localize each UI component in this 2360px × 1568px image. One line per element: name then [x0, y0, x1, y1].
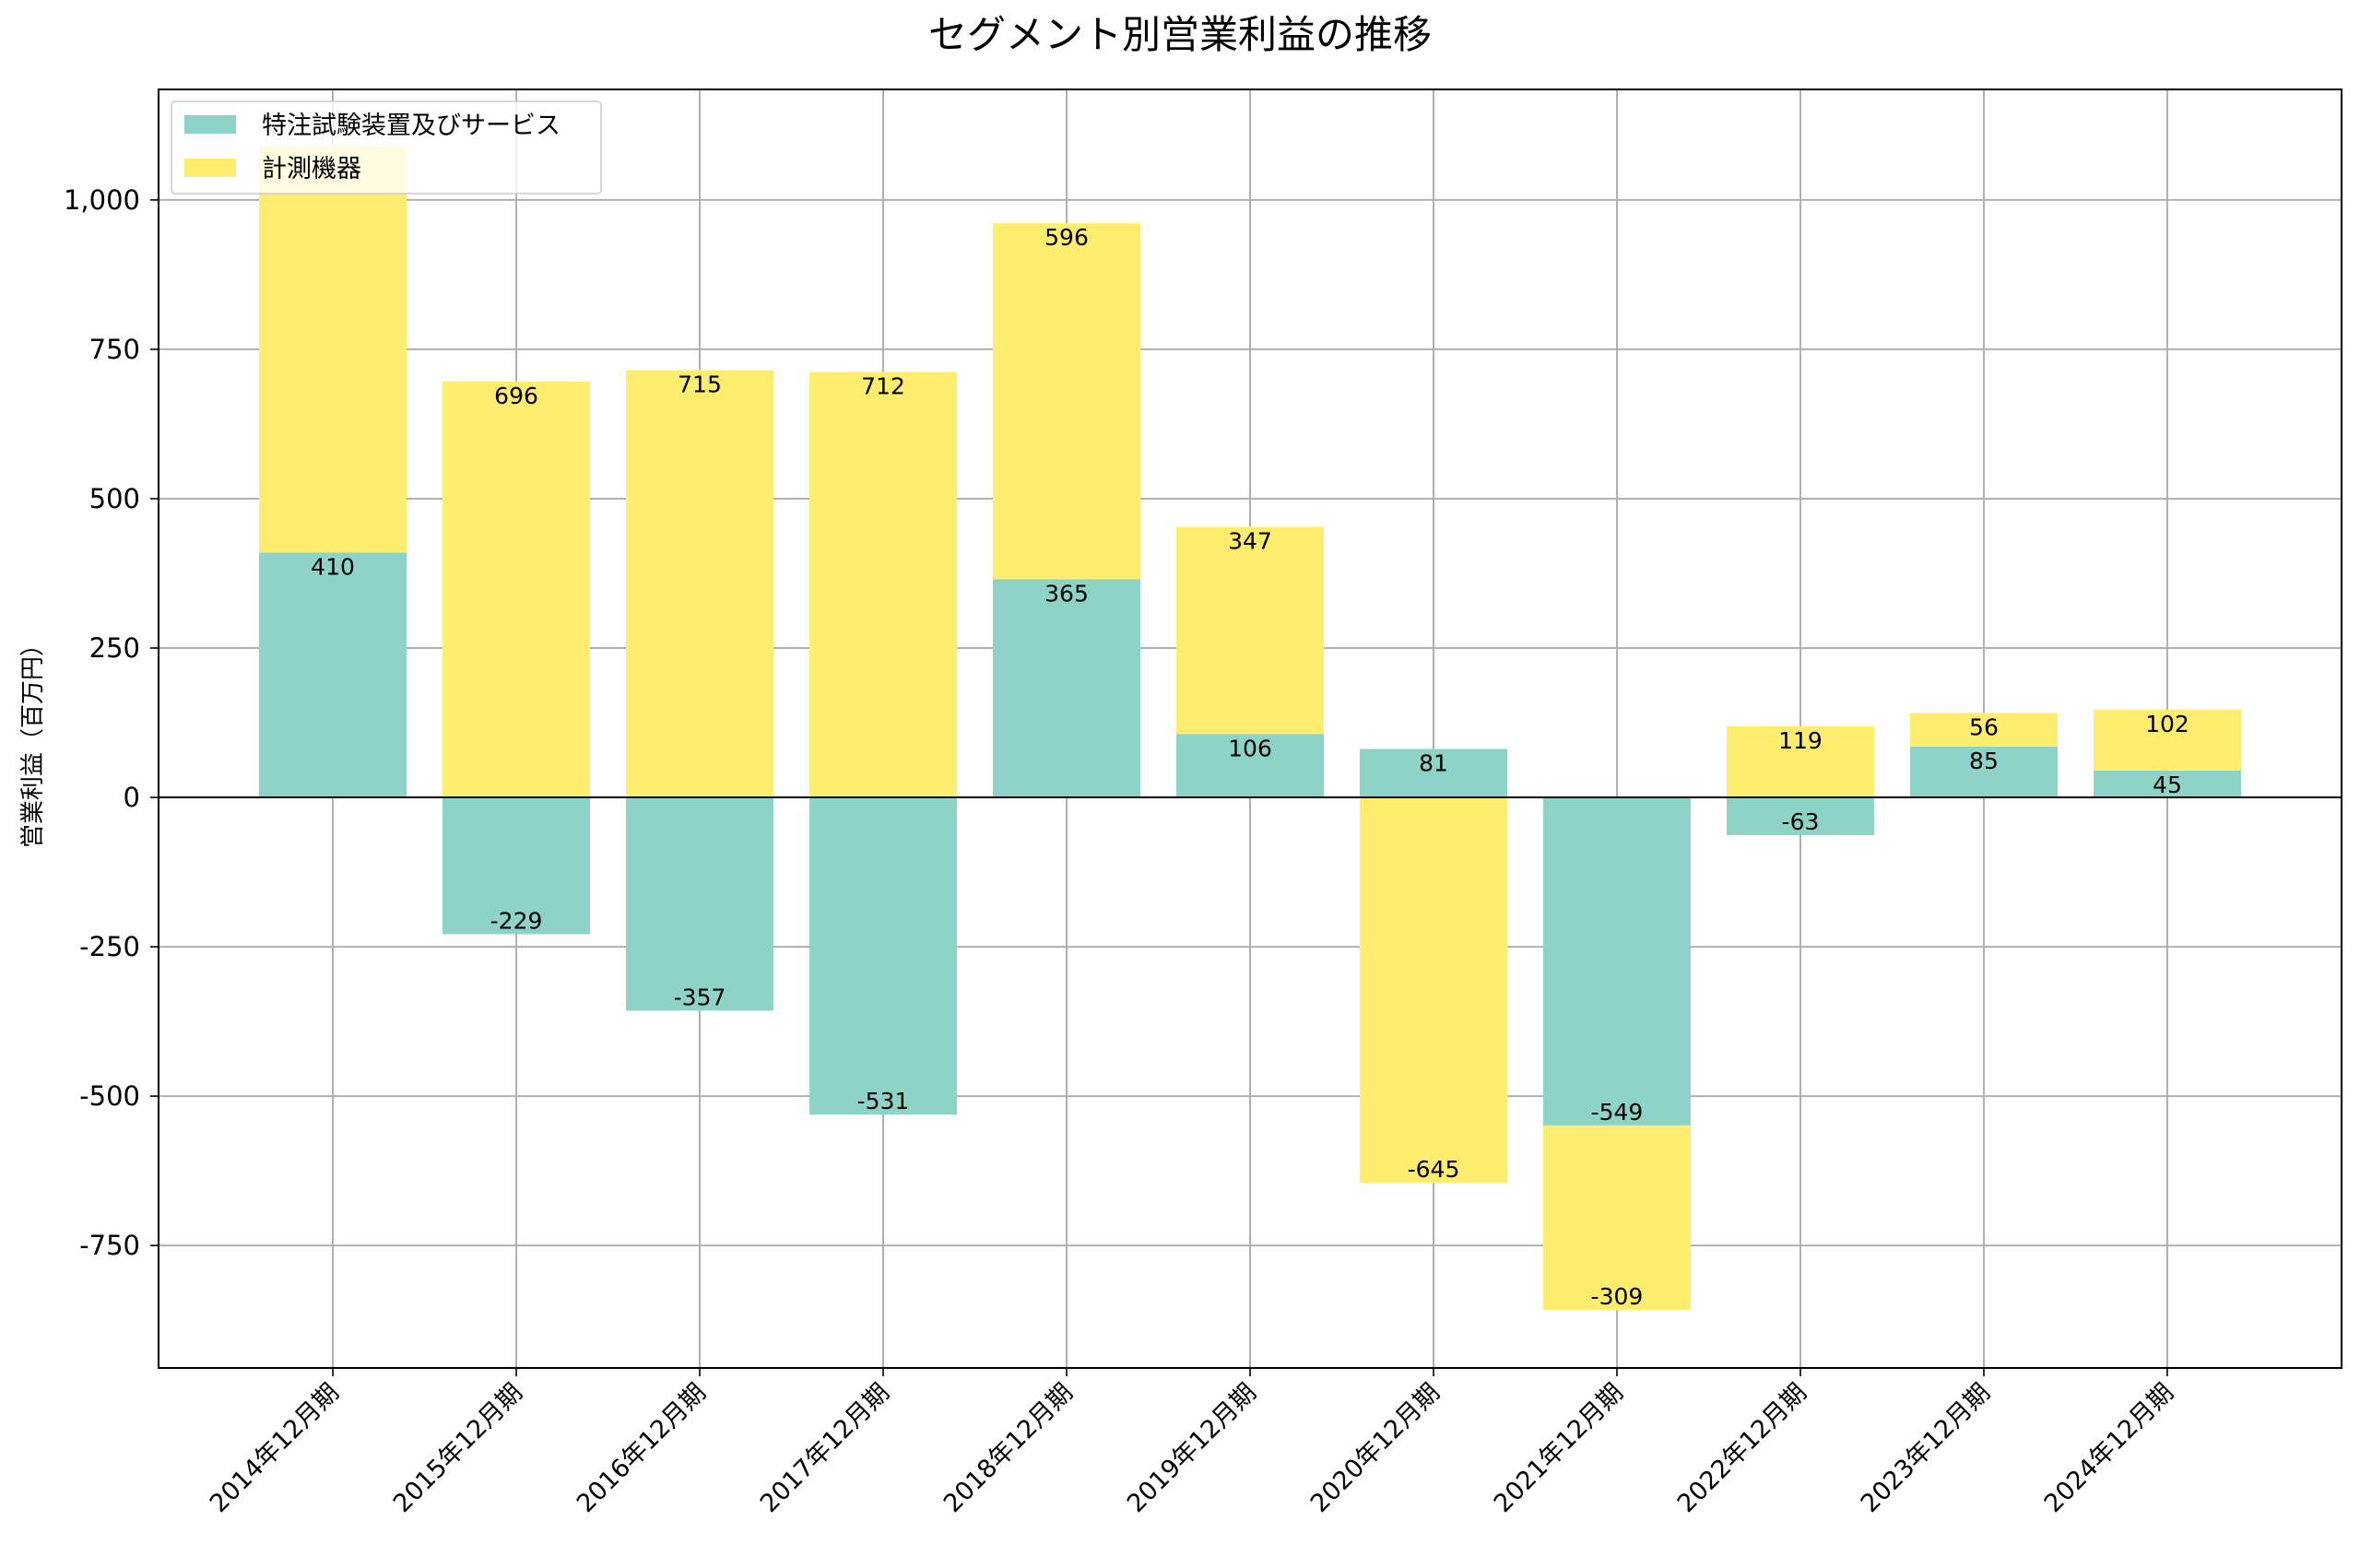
bar-s1-10 — [2093, 709, 2241, 771]
x-tick-label: 2020年12月期 — [1305, 1378, 1446, 1518]
bar-s0-7 — [1542, 797, 1691, 1126]
y-tick-label: 1,000 — [64, 184, 140, 216]
bar-s1-2 — [626, 370, 774, 798]
data-label-s1-9: 56 — [1969, 714, 1999, 741]
data-label-s1-2: 715 — [678, 371, 722, 398]
bar-s1-8 — [1726, 725, 1874, 798]
legend-swatch-measuring-instruments — [184, 159, 236, 177]
y-tick-label: -500 — [79, 1080, 140, 1112]
data-label-s1-3: 712 — [861, 373, 905, 400]
data-label-s1-7: -309 — [1591, 1283, 1644, 1310]
x-tick-label: 2015年12月期 — [388, 1378, 528, 1518]
x-tick-label: 2016年12月期 — [572, 1378, 712, 1518]
y-tick-label: 500 — [89, 483, 140, 514]
y-tick-label: 750 — [89, 334, 140, 365]
bar-s1-0 — [259, 146, 407, 553]
data-label-s0-10: 45 — [2153, 772, 2182, 798]
data-label-s0-0: 410 — [311, 553, 355, 580]
data-label-s1-8: 119 — [1778, 727, 1823, 754]
data-label-s0-6: 81 — [1419, 750, 1448, 777]
data-label-s1-10: 102 — [2145, 711, 2189, 737]
y-tick-label: -750 — [79, 1230, 140, 1261]
y-axis-label: 営業利益（百万円） — [19, 632, 47, 848]
x-tick-label: 2022年12月期 — [1672, 1378, 1812, 1518]
y-tick-label: 0 — [124, 782, 140, 813]
bar-s1-3 — [809, 371, 958, 798]
legend-swatch-special-equipment — [184, 115, 236, 134]
plot-frame — [158, 88, 2342, 1369]
legend: 特注試験装置及びサービス 計測機器 — [171, 100, 602, 195]
bar-s1-7 — [1542, 1125, 1691, 1311]
bar-s1-6 — [1359, 797, 1507, 1184]
x-tick-label: 2018年12月期 — [938, 1378, 1079, 1518]
bar-s0-1 — [442, 797, 591, 935]
y-tick-label: 250 — [89, 632, 140, 664]
data-label-s0-1: -229 — [490, 907, 543, 934]
legend-label-measuring-instruments: 計測機器 — [262, 155, 361, 183]
bar-s0-4 — [993, 579, 1141, 798]
data-label-layer: 410 -229 -357 -531 365 106 81 -549 -63 85 45 696 715… — [311, 224, 2189, 1310]
x-tick-label: 2023年12月期 — [1856, 1378, 1996, 1518]
data-label-s0-4: 365 — [1044, 580, 1089, 607]
bar-layer — [259, 146, 2241, 1311]
data-label-s0-2: -357 — [674, 984, 726, 1010]
bar-s0-8 — [1726, 797, 1874, 835]
x-tick-label: 2014年12月期 — [205, 1378, 345, 1518]
bar-s0-10 — [2093, 770, 2241, 798]
chart-title: セグメント別営業利益の推移 — [928, 12, 1432, 57]
bar-s0-3 — [809, 797, 958, 1115]
bar-s1-9 — [1909, 713, 2058, 747]
bar-s0-5 — [1176, 734, 1324, 798]
x-tick-label: 2017年12月期 — [755, 1378, 895, 1518]
bar-s1-4 — [993, 223, 1141, 580]
y-tick-label: -250 — [79, 931, 140, 962]
bar-s0-2 — [626, 797, 774, 1011]
bar-s1-5 — [1176, 526, 1324, 735]
data-label-s0-7: -549 — [1591, 1099, 1644, 1126]
legend-label-special-equipment: 特注試験装置及びサービス — [262, 112, 560, 140]
bar-s0-0 — [259, 552, 407, 798]
bar-s0-6 — [1359, 749, 1507, 798]
legend-frame — [171, 100, 602, 195]
x-tick-label: 2024年12月期 — [2039, 1378, 2179, 1518]
data-label-s0-3: -531 — [857, 1088, 910, 1114]
x-tick-label: 2019年12月期 — [1122, 1378, 1262, 1518]
data-label-s1-1: 696 — [494, 383, 538, 409]
data-label-s0-9: 85 — [1969, 748, 1999, 774]
data-label-s1-6: -645 — [1408, 1156, 1460, 1183]
x-tick-label: 2021年12月期 — [1489, 1378, 1629, 1518]
data-label-s1-4: 596 — [1044, 224, 1089, 251]
data-label-s0-5: 106 — [1228, 735, 1272, 761]
data-label-s0-8: -63 — [1782, 808, 1820, 835]
bar-s1-1 — [442, 381, 591, 798]
data-label-s1-5: 347 — [1228, 527, 1272, 554]
bar-s0-9 — [1909, 746, 2058, 798]
